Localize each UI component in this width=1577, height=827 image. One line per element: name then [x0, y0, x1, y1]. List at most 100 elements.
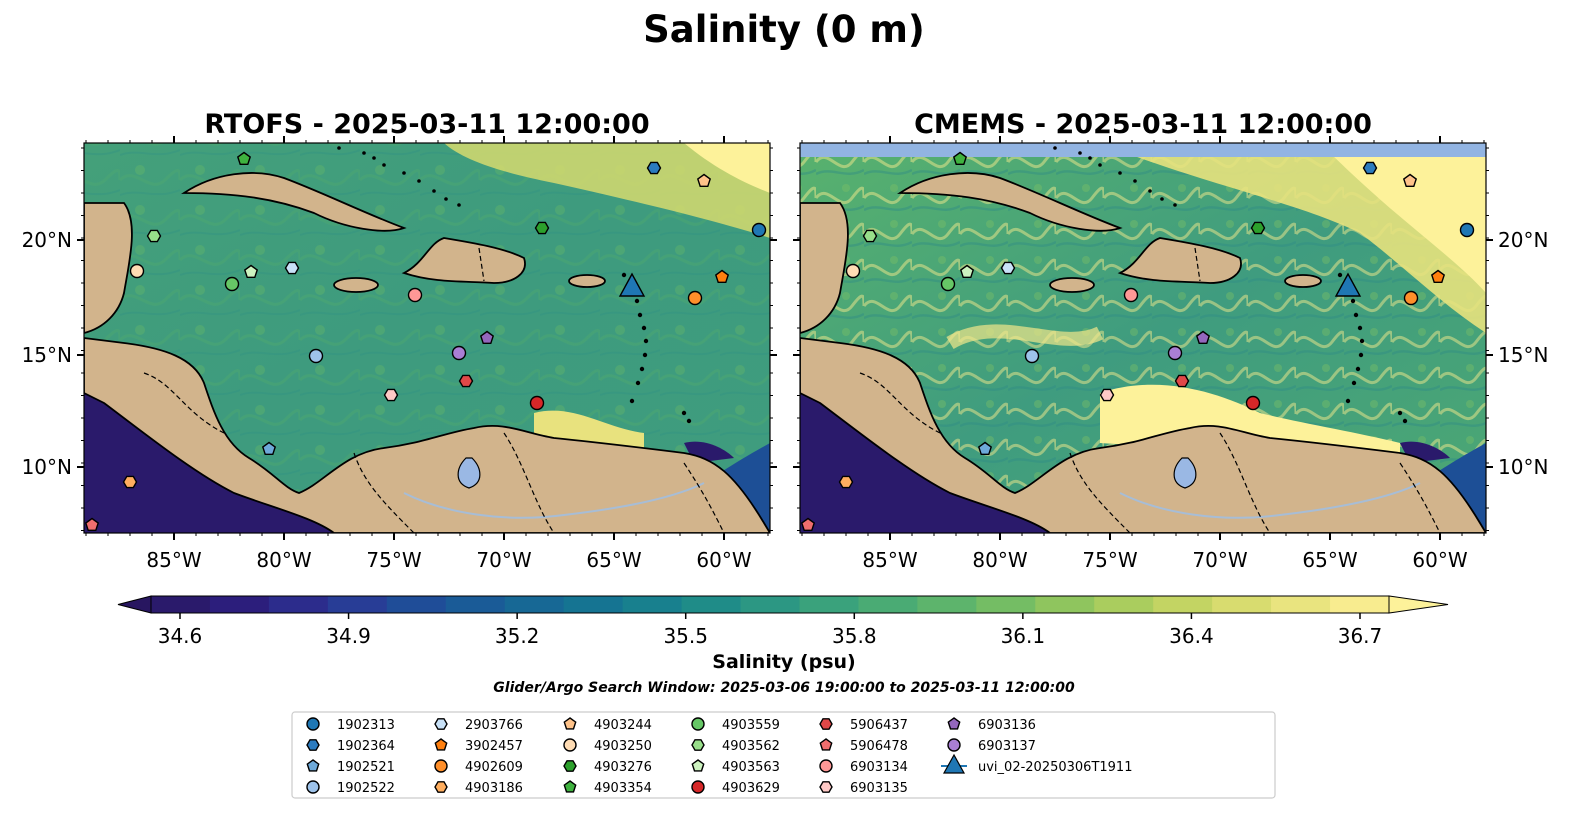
central-south-america-land — [800, 337, 1486, 533]
bahamas-island — [444, 197, 448, 201]
float-marker-3902457 — [1430, 269, 1446, 283]
colorbar-tick-label: 36.1 — [1001, 624, 1046, 648]
lon-tick-label: 70°W — [476, 548, 531, 572]
float-marker-5906478 — [84, 517, 100, 531]
bahamas-island — [1133, 179, 1137, 183]
no-data-band — [800, 143, 1486, 157]
antilles-island — [686, 418, 692, 424]
bahamas-island — [1148, 189, 1152, 193]
float-marker-2903766 — [1000, 261, 1016, 275]
panel-title: CMEMS - 2025-03-11 12:00:00 — [914, 109, 1372, 140]
colorbar-bin — [1271, 596, 1331, 613]
colorbar-bin — [1330, 596, 1390, 613]
pacific-low-salinity — [84, 393, 334, 533]
lon-tick-label: 85°W — [862, 548, 917, 572]
float-marker-4903354 — [952, 151, 968, 166]
antilles-island — [1337, 272, 1343, 278]
legend-marker-4903250 — [563, 738, 577, 752]
jamaica-land — [333, 277, 379, 293]
legend-marker-6903134 — [819, 759, 833, 773]
lat-tick-label: 15°N — [22, 343, 72, 367]
antilles-island — [642, 352, 648, 358]
lon-tick-label: 65°W — [1302, 548, 1357, 572]
float-marker-5906437 — [458, 374, 474, 388]
float-marker-6903135 — [383, 388, 399, 402]
jamaica-land — [1049, 277, 1095, 293]
float-marker-4903354 — [236, 151, 252, 166]
legend-marker-4903354 — [563, 780, 577, 793]
float-marker-1902313 — [751, 222, 767, 238]
figure-title: Salinity (0 m) — [643, 8, 925, 51]
map-frame — [83, 142, 771, 534]
panel-title: RTOFS - 2025-03-11 12:00:00 — [204, 109, 649, 140]
glider-marker — [1334, 272, 1362, 297]
salty-filament — [946, 324, 1104, 350]
float-marker-4903186 — [122, 475, 138, 489]
legend-label: 4903354 — [594, 781, 652, 796]
puerto-rico-land — [1284, 274, 1322, 288]
colorbar-bin — [268, 596, 329, 613]
search-window-caption: Glider/Argo Search Window: 2025-03-06 19… — [493, 680, 1075, 696]
cuba-land — [181, 172, 407, 232]
river — [403, 482, 705, 519]
antilles-island — [1351, 380, 1357, 386]
bahamas-island — [362, 151, 366, 155]
colorbar-bin — [976, 596, 1036, 613]
float-marker-5906478 — [800, 517, 816, 531]
float-marker-3902457 — [714, 269, 730, 283]
colorbar-bin — [1153, 596, 1213, 613]
lon-tick-label: 60°W — [1412, 548, 1467, 572]
colorbar-bin — [386, 596, 447, 613]
hispaniola-land — [1117, 237, 1242, 284]
float-marker-4903276 — [534, 221, 550, 235]
legend-marker-4903563 — [691, 759, 705, 772]
legend-marker-4903276 — [563, 760, 577, 772]
antilles-island — [681, 410, 687, 416]
legend-label: 4903186 — [465, 781, 523, 796]
float-marker-1902521 — [261, 441, 277, 455]
legend-label: 3902457 — [465, 739, 523, 754]
colorbar-bin — [151, 596, 211, 613]
float-marker-4902609 — [1403, 290, 1419, 306]
colorbar-tick-label: 34.6 — [158, 624, 203, 648]
float-marker-4903563 — [959, 264, 975, 278]
colorbar-bin — [740, 596, 801, 613]
legend-label: 1902522 — [337, 781, 395, 796]
antilles-island — [637, 312, 643, 318]
float-marker-4903562 — [862, 229, 878, 243]
legend-marker-5906478 — [819, 738, 833, 751]
high-salinity-core — [1320, 143, 1486, 293]
float-marker-4903629 — [1245, 395, 1261, 411]
legend-label: 2903766 — [465, 718, 523, 733]
float-marker-1902522 — [308, 348, 324, 364]
float-marker-6903134 — [407, 287, 423, 303]
legend-label: 6903135 — [850, 781, 908, 796]
yucatan-land — [800, 202, 849, 334]
legend-marker-6903136 — [947, 717, 961, 730]
antilles-island — [1355, 366, 1361, 372]
legend-label: 1902521 — [337, 760, 395, 775]
lon-tick-label: 75°W — [1082, 548, 1137, 572]
float-marker-1902522 — [1024, 348, 1040, 364]
colorbar-bin — [858, 596, 918, 613]
float-marker-4903629 — [529, 395, 545, 411]
colorbar-tick-label: 35.2 — [495, 624, 540, 648]
bahamas-island — [382, 163, 386, 167]
float-marker-4903244 — [1402, 173, 1418, 188]
float-marker-6903137 — [1167, 345, 1183, 361]
lon-tick-label: 75°W — [366, 548, 421, 572]
yucatan-land — [84, 202, 133, 334]
lat-tick-label: 15°N — [1498, 343, 1548, 367]
colorbar-frame — [150, 595, 1390, 614]
float-marker-4903563 — [243, 264, 259, 278]
lat-tick-label: 10°N — [22, 455, 72, 479]
antilles-island — [1357, 325, 1363, 331]
float-marker-6903134 — [1123, 287, 1139, 303]
float-marker-1902521 — [977, 441, 993, 455]
legend-marker-5906437 — [819, 718, 833, 730]
float-marker-5906437 — [1174, 374, 1190, 388]
legend-label: 5906437 — [850, 718, 908, 733]
bahamas-island — [1118, 171, 1122, 175]
legend-box — [291, 711, 1276, 799]
